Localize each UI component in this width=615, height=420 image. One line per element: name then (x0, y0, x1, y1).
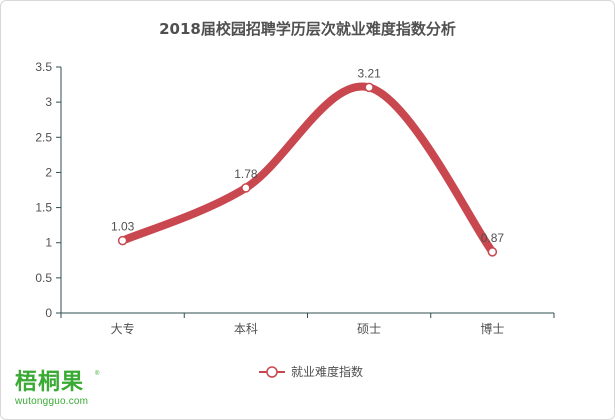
watermark-url: wutongguo.com (15, 396, 89, 407)
data-label: 3.21 (357, 66, 381, 80)
x-tick-label: 硕士 (357, 322, 381, 336)
y-tick-label: 3.5 (35, 60, 52, 74)
y-tick-label: 2 (45, 165, 52, 179)
data-point (364, 82, 374, 93)
series-line (118, 82, 497, 256)
y-tick-label: 0.5 (35, 271, 52, 285)
data-point (117, 235, 128, 246)
y-tick-label: 1 (45, 236, 52, 250)
data-point (487, 247, 498, 257)
data-point (241, 183, 251, 193)
legend-label: 就业难度指数 (291, 364, 363, 379)
data-label: 1.78 (234, 167, 258, 181)
legend-marker-point (266, 366, 278, 378)
y-tick-label: 2.5 (35, 130, 52, 144)
data-label: 1.03 (111, 220, 135, 234)
data-label: 0.87 (481, 231, 505, 245)
x-tick-label: 本科 (234, 322, 258, 336)
y-tick-label: 0 (45, 306, 52, 320)
y-tick-label: 3 (45, 95, 52, 109)
x-tick-label: 大专 (111, 321, 135, 336)
brand-watermark: 梧桐果 ® wutongguo.com (15, 371, 105, 413)
registered-mark: ® (95, 371, 100, 377)
x-tick-label: 博士 (480, 321, 504, 336)
watermark-brand-name: 梧桐果 (15, 370, 85, 395)
y-tick-label: 1.5 (35, 201, 52, 215)
chart-title: 2018届校园招聘学历层次就业难度指数分析 (159, 20, 456, 38)
